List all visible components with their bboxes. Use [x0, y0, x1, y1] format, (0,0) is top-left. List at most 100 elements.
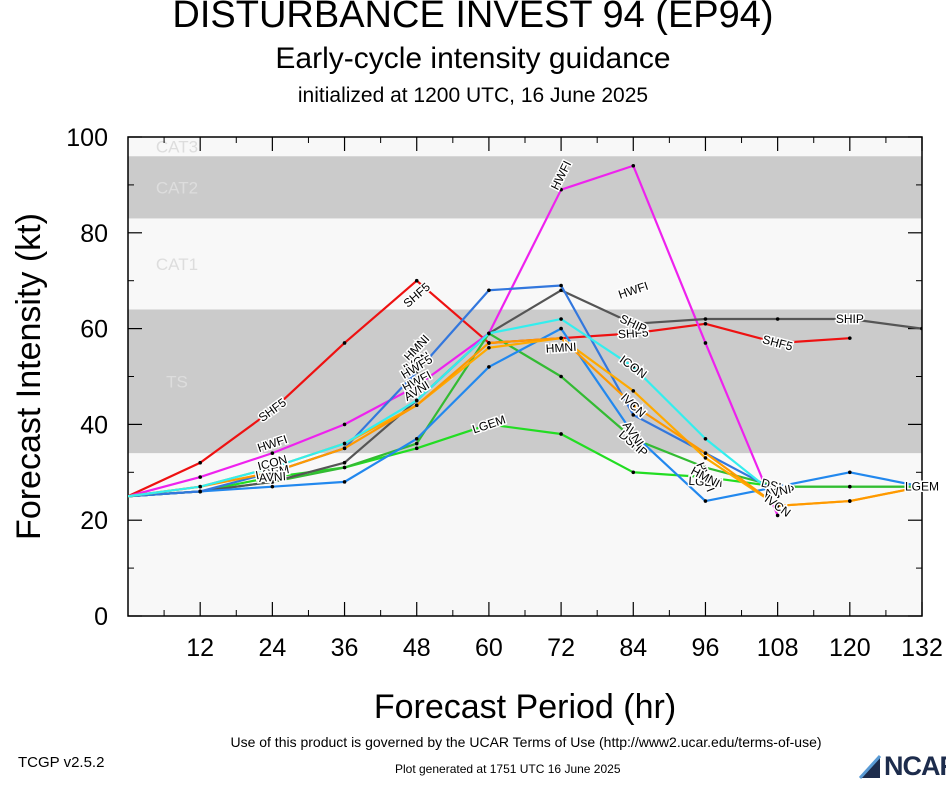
- series-ivcn: [128, 336, 922, 508]
- series-label-lgem: LGEM: [903, 478, 940, 495]
- data-point: [414, 403, 419, 408]
- series-line-hwf5: [128, 317, 779, 498]
- series-label-avni: AVNI: [257, 468, 288, 487]
- series-label-shf5: SHF5: [616, 324, 651, 343]
- data-point: [487, 341, 491, 345]
- data-point: [631, 436, 636, 441]
- data-point: [703, 436, 708, 441]
- data-point: [559, 326, 563, 331]
- data-point: [559, 187, 563, 192]
- x-tick-label: 24: [258, 634, 286, 662]
- y-tick-label: 20: [80, 507, 108, 535]
- data-point: [631, 163, 636, 168]
- x-tick-label: 120: [829, 634, 871, 662]
- chart-subtitle: Early-cycle intensity guidance: [275, 42, 671, 75]
- x-axis-label: Forecast Period (hr): [374, 688, 676, 726]
- x-tick-label: 84: [619, 634, 647, 662]
- data-point: [270, 465, 275, 470]
- data-point: [414, 398, 419, 403]
- data-point: [198, 484, 202, 489]
- series-label-ship: SHIP: [834, 311, 865, 328]
- x-tick-label: 96: [692, 634, 720, 662]
- series-line-hmni: [128, 284, 779, 498]
- x-tick-label: 108: [757, 634, 799, 662]
- data-point: [631, 413, 636, 417]
- data-point: [487, 345, 491, 350]
- data-point: [775, 494, 780, 499]
- data-point: [342, 460, 347, 465]
- data-point: [703, 317, 708, 321]
- band-label-cat2: CAT2: [156, 178, 198, 197]
- data-point: [487, 422, 491, 427]
- x-tick-label: 72: [547, 634, 575, 662]
- series-label-text: SHIP: [836, 312, 864, 326]
- data-point: [848, 317, 852, 321]
- data-point: [775, 484, 780, 489]
- ncar-logo-icon: [858, 754, 882, 780]
- data-point: [559, 288, 563, 293]
- data-point: [270, 408, 275, 412]
- data-point: [848, 484, 852, 489]
- band-label-ts: TS: [166, 372, 188, 391]
- data-point: [342, 446, 347, 451]
- data-point: [920, 484, 922, 489]
- data-point: [631, 432, 636, 436]
- data-point: [414, 384, 419, 388]
- band-label-cat3: CAT3: [156, 138, 198, 157]
- series-label-text: LGEM: [905, 480, 939, 494]
- data-point: [270, 480, 275, 484]
- data-point: [559, 317, 563, 321]
- data-point: [198, 460, 202, 465]
- terms-of-use: Use of this product is governed by the U…: [230, 734, 822, 750]
- x-tick-label: 36: [331, 634, 359, 662]
- data-point: [342, 341, 347, 345]
- data-point: [775, 504, 780, 508]
- y-tick-label: 60: [80, 316, 108, 344]
- series-line-hwfi: [128, 164, 779, 516]
- x-tick-label: 132: [901, 634, 943, 662]
- data-point: [198, 489, 202, 494]
- chart-title: DISTURBANCE INVEST 94 (EP94): [172, 0, 774, 36]
- data-point: [703, 456, 708, 460]
- data-point: [848, 499, 852, 503]
- y-tick-label: 100: [66, 124, 108, 152]
- data-point: [703, 465, 708, 470]
- data-point: [631, 331, 636, 336]
- data-point: [775, 513, 780, 518]
- data-point: [848, 470, 852, 475]
- ncar-logo-text: NCAR: [884, 751, 946, 781]
- data-point: [487, 365, 491, 369]
- data-point: [559, 374, 563, 379]
- series-line-avni: [128, 327, 922, 503]
- series-label-hmni: HMNI: [544, 338, 579, 357]
- series-line-ship: [128, 289, 922, 498]
- series-hwf5: [128, 317, 780, 499]
- data-point: [270, 470, 275, 475]
- series-label-text: HMNI: [545, 340, 577, 356]
- data-point: [342, 480, 347, 484]
- series-label-text: AVNI: [258, 469, 286, 485]
- y-axis-label: Forecast Intensity (kt): [10, 213, 48, 540]
- data-point: [342, 465, 347, 470]
- band-cat2: [128, 156, 922, 219]
- data-point: [703, 499, 708, 503]
- x-tick-label: 48: [403, 634, 431, 662]
- data-point: [631, 365, 636, 369]
- x-tick-label: 12: [186, 634, 214, 662]
- data-point: [703, 341, 708, 345]
- data-point: [270, 484, 275, 489]
- data-point: [848, 336, 852, 340]
- data-point: [559, 283, 563, 288]
- data-point: [559, 432, 563, 436]
- y-tick-label: 40: [80, 411, 108, 439]
- series-label-avni: AVNI: [761, 480, 793, 502]
- data-point: [703, 475, 708, 479]
- band-ts: [128, 309, 922, 454]
- data-point: [487, 331, 491, 336]
- generated-time: Plot generated at 1751 UTC 16 June 2025: [395, 762, 621, 776]
- version-label: TCGP v2.5.2: [18, 754, 105, 771]
- data-point: [414, 441, 419, 446]
- data-point: [414, 278, 419, 283]
- data-point: [342, 422, 347, 427]
